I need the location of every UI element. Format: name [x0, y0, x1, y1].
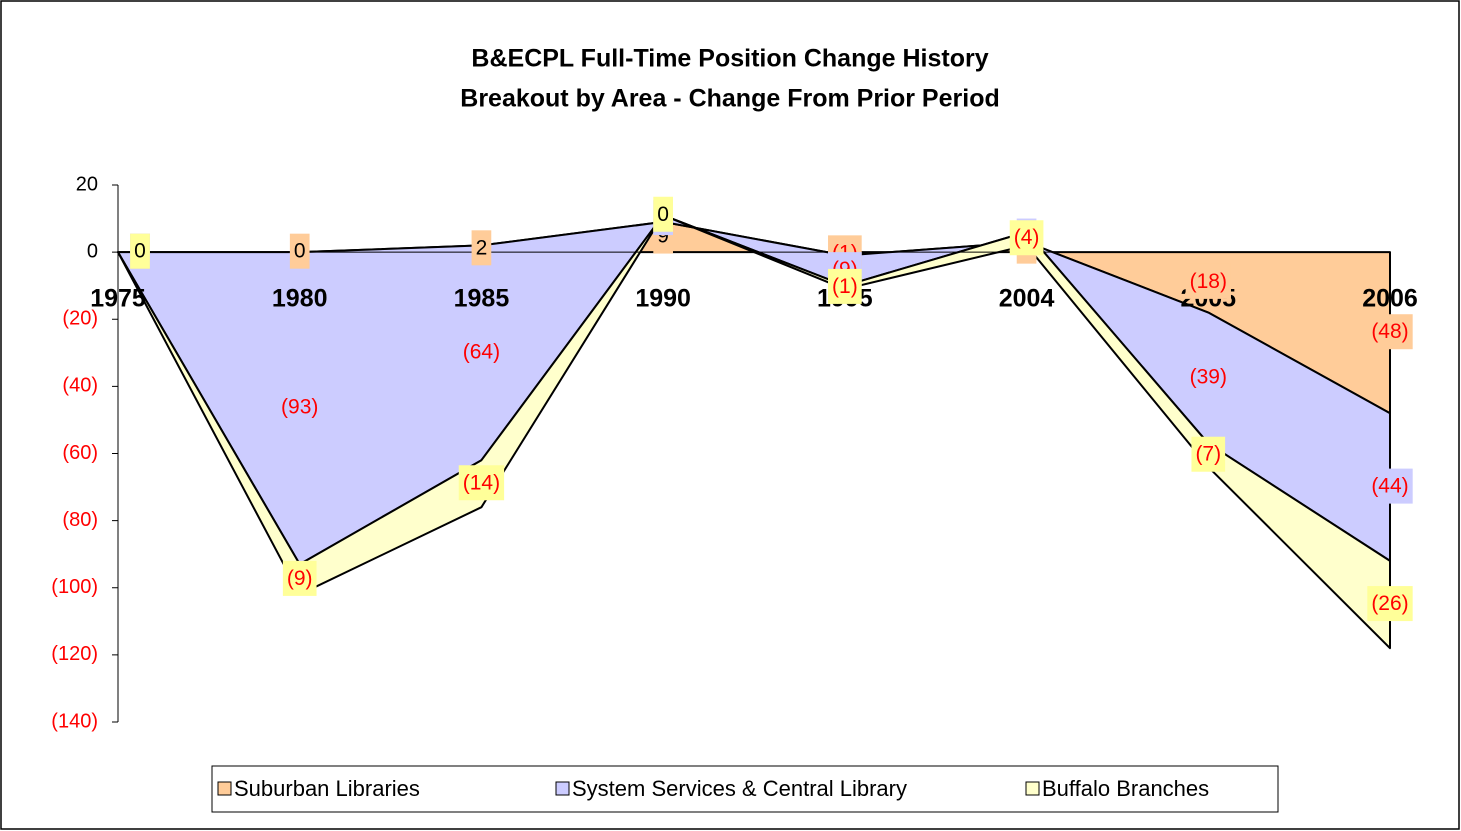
data-label: (14)	[463, 471, 500, 494]
x-tick-label: 1975	[90, 285, 146, 313]
data-label-group: (64)	[458, 334, 505, 370]
legend-swatch	[555, 781, 570, 796]
x-tick-label: 2006	[1362, 285, 1418, 313]
data-label: (4)	[1014, 226, 1040, 249]
data-label-box	[1191, 436, 1226, 472]
data-label: (48)	[1371, 320, 1408, 343]
data-label: 2	[476, 236, 488, 259]
data-label-group: (14)	[458, 465, 505, 501]
data-label-group: (93)	[277, 389, 323, 425]
data-label: (44)	[1371, 475, 1408, 498]
y-tick-label: 0	[87, 240, 98, 262]
data-label-group: (44)	[1367, 468, 1413, 504]
data-label-box	[828, 268, 862, 304]
data-label-box	[1367, 314, 1413, 350]
y-tick-label: (40)	[62, 375, 98, 397]
data-label: (7)	[1195, 443, 1221, 466]
x-tick-label: 1980	[272, 285, 328, 313]
y-tick-label: (100)	[51, 576, 98, 598]
data-label-group: (7)	[1191, 436, 1226, 472]
data-label-group: (18)	[1185, 263, 1231, 299]
legend-swatch	[217, 781, 232, 796]
data-label: (26)	[1371, 592, 1408, 615]
data-label-box	[277, 389, 323, 425]
data-label: (1)	[832, 275, 858, 298]
data-label-box	[282, 560, 317, 596]
data-label-box	[1009, 220, 1044, 256]
data-label-group: 0	[130, 233, 150, 269]
data-label-box	[1185, 359, 1231, 395]
y-tick-label: (140)	[51, 710, 98, 732]
legend-box	[211, 765, 1279, 813]
x-tick-label: 2004	[999, 285, 1055, 313]
legend-label: Suburban Libraries	[234, 776, 420, 801]
x-tick-label: 1985	[454, 285, 510, 313]
data-label: 0	[657, 203, 669, 226]
data-label: 0	[294, 240, 306, 263]
data-label-group: 0	[289, 233, 310, 269]
data-label-box	[471, 230, 492, 266]
chart-title: B&ECPL Full-Time Position Change History	[471, 45, 988, 73]
data-label: (9)	[287, 567, 313, 590]
y-tick-label: (20)	[62, 308, 98, 330]
data-label-box	[289, 233, 310, 269]
data-label-box	[1185, 263, 1231, 299]
data-label: (39)	[1190, 366, 1227, 389]
chart-subtitle: Breakout by Area - Change From Prior Per…	[460, 85, 999, 113]
data-label-group: (4)	[1009, 220, 1044, 256]
legend-label: System Services & Central Library	[572, 776, 907, 801]
y-tick-label: 20	[76, 173, 98, 195]
data-label-group: (9)	[282, 560, 317, 596]
data-label: (18)	[1190, 270, 1227, 293]
data-label-box	[458, 465, 505, 501]
data-label-group: (26)	[1367, 586, 1413, 622]
data-label-group: (39)	[1185, 359, 1231, 395]
data-label-box	[653, 196, 673, 232]
y-tick-label: (120)	[51, 643, 98, 665]
y-tick-label: (60)	[62, 442, 98, 464]
data-label-group: (1)	[828, 268, 862, 304]
data-label: (93)	[281, 396, 318, 419]
data-label-group: 0	[653, 196, 673, 232]
legend-label: Buffalo Branches	[1042, 776, 1209, 801]
data-label-box	[1367, 468, 1413, 504]
data-label-group: (48)	[1367, 314, 1413, 350]
data-label-group: 2	[471, 230, 492, 266]
data-label: (64)	[463, 340, 500, 363]
data-label: 0	[134, 240, 146, 263]
legend-swatch	[1025, 781, 1040, 796]
data-label-box	[458, 334, 505, 370]
y-tick-label: (80)	[62, 509, 98, 531]
x-tick-label: 1990	[635, 285, 691, 313]
data-label: 9	[657, 225, 669, 248]
data-label-box	[1367, 586, 1413, 622]
data-label-box	[130, 233, 150, 269]
